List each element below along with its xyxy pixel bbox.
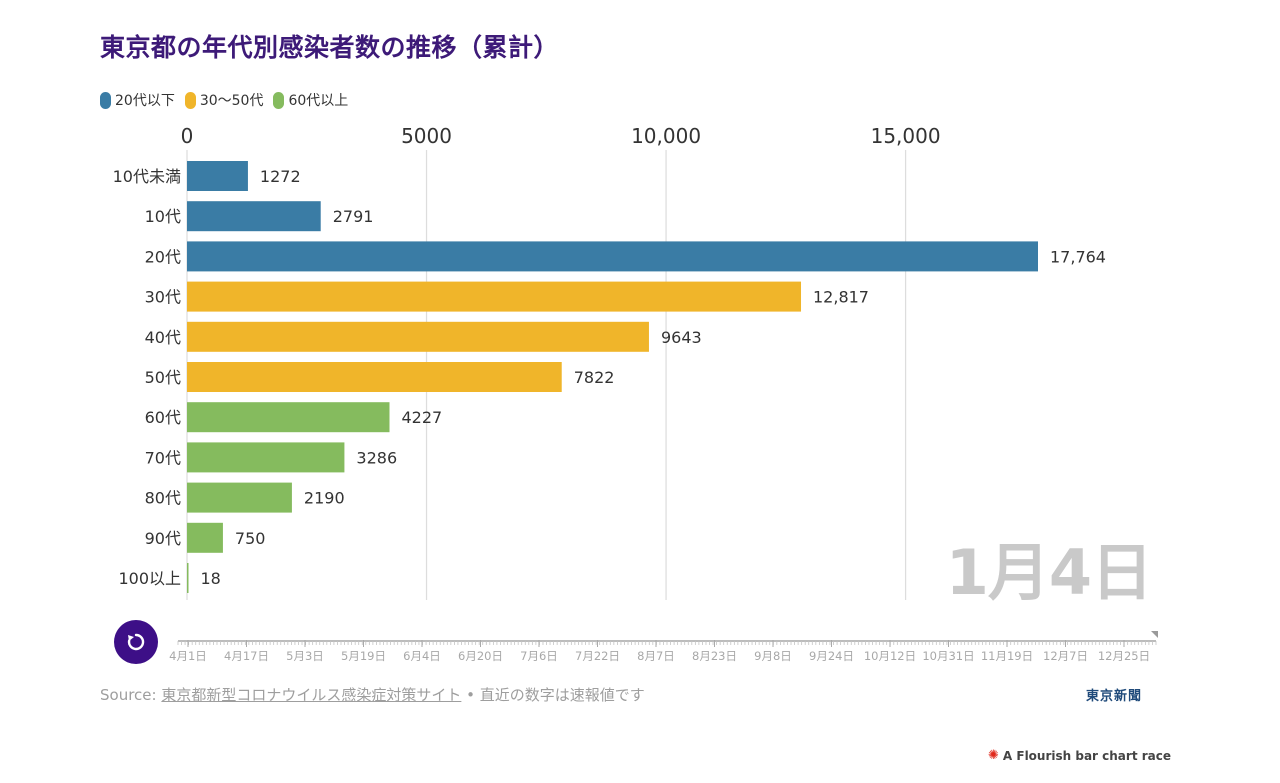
legend-label: 20代以下	[115, 93, 175, 109]
category-label: 80代	[145, 489, 181, 508]
timeline-label: 5月3日	[286, 649, 324, 663]
timeline-label: 9月8日	[754, 649, 792, 663]
x-tick-label: 5000	[401, 124, 452, 148]
flourish-text: A Flourish bar chart race	[1002, 748, 1171, 763]
value-label: 18	[201, 569, 221, 588]
replay-icon	[127, 633, 145, 651]
value-label: 1272	[260, 167, 301, 186]
timeline-label: 12月25日	[1098, 649, 1150, 663]
x-tick-label: 15,000	[871, 124, 941, 148]
value-label: 3286	[356, 448, 397, 467]
timeline[interactable]: 4月1日 4月17日 5月3日 5月19日 6月4日 6月20日 7月6日 7月22日 8月7日…	[0, 636, 1280, 696]
timeline-label: 12月7日	[1043, 649, 1088, 663]
bar	[187, 281, 802, 312]
bar	[187, 201, 321, 232]
timeline-label: 8月7日	[637, 649, 675, 663]
timeline-label: 4月1日	[169, 649, 207, 663]
bar	[187, 482, 292, 513]
bar	[187, 402, 390, 433]
category-label: 90代	[145, 529, 181, 548]
timeline-label: 7月22日	[575, 649, 620, 663]
legend-swatch	[273, 91, 285, 109]
x-tick-label: 0	[181, 124, 194, 148]
legend-item[interactable]: 20代以下	[100, 90, 175, 110]
category-label: 30代	[145, 288, 181, 307]
brand-logo: 東京新聞	[1086, 689, 1143, 704]
category-label: 40代	[145, 328, 181, 347]
value-label: 9643	[661, 328, 702, 347]
category-label: 10代未満	[113, 167, 181, 186]
category-label: 100以上	[118, 569, 181, 588]
source-link[interactable]: 東京都新型コロナウイルス感染症対策サイト	[161, 686, 462, 704]
flourish-icon: ✺	[988, 748, 999, 763]
source-note: Source: 東京都新型コロナウイルス感染症対策サイト • 直近の数字は速報値…	[100, 684, 645, 705]
value-label: 12,817	[813, 288, 869, 307]
legend-label: 60代以上	[288, 93, 349, 109]
value-label: 2190	[304, 489, 345, 508]
value-label: 7822	[574, 368, 615, 387]
timeline-label: 9月24日	[809, 649, 854, 663]
flourish-credit[interactable]: ✺ A Flourish bar chart race	[988, 748, 1171, 763]
timeline-label: 6月4日	[403, 649, 441, 663]
bar	[187, 522, 223, 553]
legend: 20代以下 30〜50代 60代以上	[100, 90, 348, 110]
timeline-label: 10月12日	[864, 649, 916, 663]
value-label: 2791	[333, 207, 374, 226]
timeline-label: 4月17日	[224, 649, 269, 663]
category-label: 60代	[145, 408, 181, 427]
bar-chart: 0 5000 10,000 15,000 10代未満 1272 10代 2791 20代 17,7…	[113, 124, 1106, 600]
x-tick-label: 10,000	[631, 124, 701, 148]
timeline-label: 10月31日	[922, 649, 974, 663]
timeline-label: 5月19日	[341, 649, 386, 663]
timeline-label: 11月19日	[981, 649, 1033, 663]
category-label: 10代	[145, 207, 181, 226]
legend-swatch	[100, 91, 111, 109]
value-label: 750	[235, 529, 266, 548]
timeline-label: 6月20日	[458, 649, 503, 663]
chart-title: 東京都の年代別感染者数の推移（累計）	[100, 33, 560, 62]
timeline-label: 8月23日	[692, 649, 737, 663]
legend-item[interactable]: 60代以上	[273, 90, 348, 110]
category-label: 20代	[145, 247, 181, 266]
timeline-end-marker	[1151, 631, 1158, 638]
legend-swatch	[184, 91, 196, 109]
bar	[187, 241, 1038, 272]
bar	[187, 442, 345, 473]
bar	[187, 321, 649, 352]
value-label: 17,764	[1050, 247, 1106, 266]
value-label: 4227	[401, 408, 442, 427]
timeline-label: 7月6日	[520, 649, 558, 663]
legend-item[interactable]: 30〜50代	[184, 90, 264, 110]
source-prefix: Source:	[100, 686, 157, 704]
replay-button[interactable]	[114, 620, 158, 664]
bar	[187, 161, 248, 191]
bar	[187, 563, 189, 593]
category-label: 70代	[145, 448, 181, 467]
source-suffix: • 直近の数字は速報値です	[466, 686, 645, 704]
current-date: 1月4日	[945, 536, 1153, 609]
legend-label: 30〜50代	[199, 93, 264, 109]
bar	[187, 362, 562, 392]
category-label: 50代	[145, 368, 181, 387]
